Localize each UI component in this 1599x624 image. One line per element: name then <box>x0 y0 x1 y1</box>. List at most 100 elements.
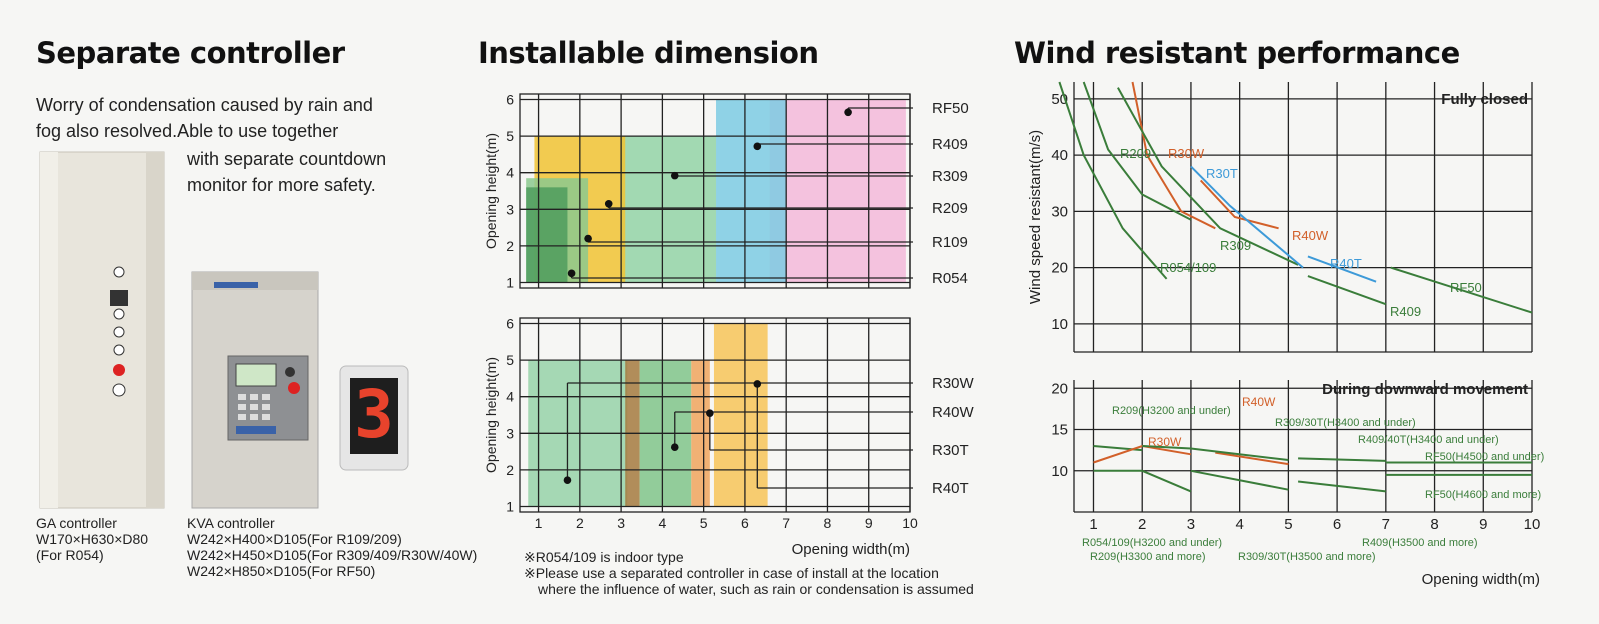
x-tick-label: 4 <box>1235 516 1243 533</box>
region-label-r30t: R30T <box>932 442 969 459</box>
series-label: R054/109 <box>1160 260 1216 275</box>
series-label: R209(H3300 and more) <box>1090 551 1206 563</box>
y-tick-label: 6 <box>506 91 514 107</box>
series-label: RF50(H4500 and under) <box>1425 451 1544 463</box>
region-label-r109: R109 <box>932 234 968 251</box>
region-label-r40w: R40W <box>932 404 975 421</box>
x-tick-label: 3 <box>617 515 625 531</box>
pointer-dot <box>670 171 679 180</box>
series-label: R054/109(H3200 and under) <box>1082 537 1222 549</box>
x-tick-label: 7 <box>782 515 790 531</box>
y-tick-label: 30 <box>1051 203 1068 220</box>
wind-chart-2: 10 15 20 1 2 3 4 5 6 7 8 9 10 During downward movemen… <box>1051 380 1540 588</box>
series-line-8 <box>1297 480 1386 493</box>
series-label: R309/30T(H3500 and more) <box>1238 551 1376 563</box>
region-label-r30w: R30W <box>932 375 975 392</box>
pointer-dot <box>563 476 572 484</box>
x-tick-label: 2 <box>576 515 584 531</box>
installable-chart-1: 1 2 3 4 5 6 Opening height(m) RF50 R409 R309 R209 R… <box>483 91 969 290</box>
region-label-r309: R309 <box>932 168 968 185</box>
x-tick-label: 5 <box>700 515 708 531</box>
region-rf50 <box>769 99 906 283</box>
series-label: R30W <box>1168 146 1205 161</box>
series-line-2 <box>1141 469 1192 493</box>
pointer-dot <box>706 409 714 417</box>
series-line-2 <box>1131 81 1216 230</box>
y-tick-label: 5 <box>506 128 514 144</box>
region-label-r409: R409 <box>932 136 968 153</box>
kva-controller-image <box>191 271 319 509</box>
region-label-r209: R209 <box>932 200 968 217</box>
y-tick-label: 6 <box>506 315 514 331</box>
annotation-label: Fully closed <box>1441 91 1528 108</box>
pointer-dot <box>670 443 679 452</box>
x-tick-label: 4 <box>658 515 666 531</box>
note-1: ※R054/109 is indoor type <box>524 549 684 565</box>
x-axis-label: Opening width(m) <box>1422 571 1540 588</box>
installable-chart-2: 1 2 3 4 5 6 7 8 9 10 1 2 3 4 5 6 Opening height(m) R30W R4… <box>483 315 975 558</box>
x-tick-label: 9 <box>1479 516 1487 533</box>
region-label-r40t: R40T <box>932 480 969 497</box>
series-label: R209(H3200 and under) <box>1112 405 1231 417</box>
series-line-5 <box>1190 165 1304 269</box>
series-label: R409(H3500 and more) <box>1362 537 1478 549</box>
section-title-wind: Wind resistant performance <box>1014 36 1460 70</box>
series-line-0 <box>1082 81 1192 221</box>
y-axis-label: Opening height(m) <box>483 357 499 473</box>
note-2: ※Please use a separated controller in ca… <box>524 565 939 581</box>
note-3: where the influence of water, such as ra… <box>538 581 974 597</box>
y-tick-label: 2 <box>506 462 514 478</box>
region-label-rf50: RF50 <box>932 100 969 117</box>
x-tick-label: 9 <box>865 515 873 531</box>
controller-desc-line-3: with separate countdown <box>187 149 387 169</box>
pointer-dot <box>844 108 852 117</box>
series-line-8 <box>1390 266 1533 314</box>
series-line-4 <box>1215 451 1289 466</box>
x-tick-label: 8 <box>1430 516 1438 533</box>
x-tick-label: 6 <box>1333 516 1341 533</box>
series-line-7 <box>1298 457 1386 462</box>
y-tick-label: 40 <box>1051 147 1068 164</box>
section-title-dimension: Installable dimension <box>478 36 819 70</box>
ga-controller-note: (For R054) <box>36 547 104 563</box>
y-tick-label: 4 <box>506 165 514 181</box>
x-tick-label: 5 <box>1284 516 1292 533</box>
y-tick-label: 10 <box>1051 463 1068 480</box>
region-label-r054: R054 <box>932 270 968 287</box>
y-tick-label: 15 <box>1051 422 1068 439</box>
y-tick-label: 20 <box>1051 260 1068 277</box>
kva-controller-line-2: W242×H450×D105(For R309/409/R30W/40W) <box>187 547 478 563</box>
y-tick-label: 10 <box>1051 316 1068 333</box>
y-tick-label: 2 <box>506 238 514 254</box>
series-line-1 <box>1058 81 1168 280</box>
series-label: R309/30T(H3400 and under) <box>1275 417 1416 429</box>
series-label: R30W <box>1148 435 1182 449</box>
y-tick-label: 20 <box>1051 380 1068 397</box>
x-tick-label: 2 <box>1138 516 1146 533</box>
series-label: R40W <box>1242 395 1276 409</box>
series-label: R209 <box>1120 146 1151 161</box>
x-tick-label: 1 <box>535 515 543 531</box>
series-line-7 <box>1307 275 1387 306</box>
y-axis-label: Wind speed resistant(m/s) <box>1027 130 1044 304</box>
x-tick-label: 10 <box>902 515 918 531</box>
ga-controller-dims: W170×H630×D80 <box>36 531 149 547</box>
series-label: R40T <box>1330 256 1362 271</box>
y-tick-label: 5 <box>506 352 514 368</box>
region-r409 <box>716 99 787 283</box>
ga-controller-name: GA controller <box>36 515 117 531</box>
countdown-monitor-image <box>339 365 409 471</box>
x-tick-label: 10 <box>1524 516 1541 533</box>
series-label: R409 <box>1390 304 1421 319</box>
controller-desc-line-4: monitor for more safety. <box>187 175 376 195</box>
x-axis-label: Opening width(m) <box>792 541 910 558</box>
region-r054 <box>526 187 568 283</box>
series-label: R409/40T(H3400 and under) <box>1358 434 1499 446</box>
series-line-3 <box>1117 87 1299 266</box>
controller-desc-line-2: fog also resolved.Able to use together <box>36 121 339 141</box>
series-line-5 <box>1142 445 1289 461</box>
series-line-4 <box>1199 179 1279 230</box>
y-tick-label: 1 <box>506 275 514 291</box>
pointer-dot <box>604 200 613 208</box>
